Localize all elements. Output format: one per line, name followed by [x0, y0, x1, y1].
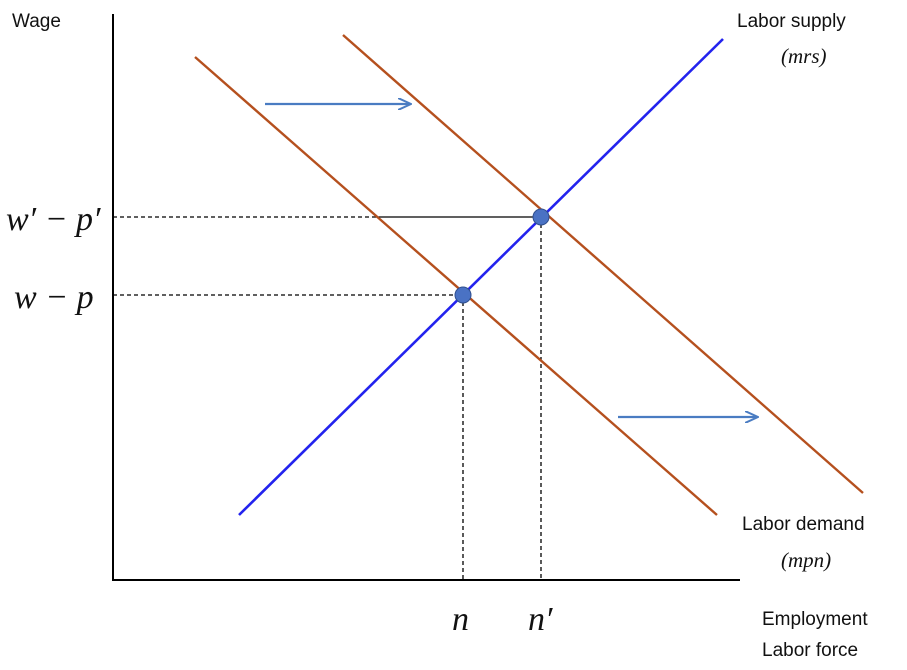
wage-old-tick-label: w − p [14, 279, 94, 316]
x-axis-label-line1: Employment [762, 609, 868, 630]
labor-supply-sublabel: (mrs) [781, 44, 827, 68]
labor-demand-sublabel: (mpn) [781, 548, 831, 572]
wage-new-tick-label: w′ − p′ [6, 201, 101, 238]
x-axis-label-line2: Labor force [762, 640, 858, 661]
y-axis-label: Wage [12, 11, 61, 32]
labor-supply-label: Labor supply [737, 11, 846, 32]
labor-supply-curve [238, 38, 724, 516]
labor-demand-curve-shifted [342, 34, 864, 494]
employment-new-tick-label: n′ [528, 601, 553, 638]
equilibrium-point-new [532, 208, 550, 226]
labor-demand-curve-original [194, 56, 718, 516]
equilibrium-point-old [454, 286, 472, 304]
labor-demand-label: Labor demand [742, 514, 865, 535]
employment-old-tick-label: n [452, 601, 469, 638]
